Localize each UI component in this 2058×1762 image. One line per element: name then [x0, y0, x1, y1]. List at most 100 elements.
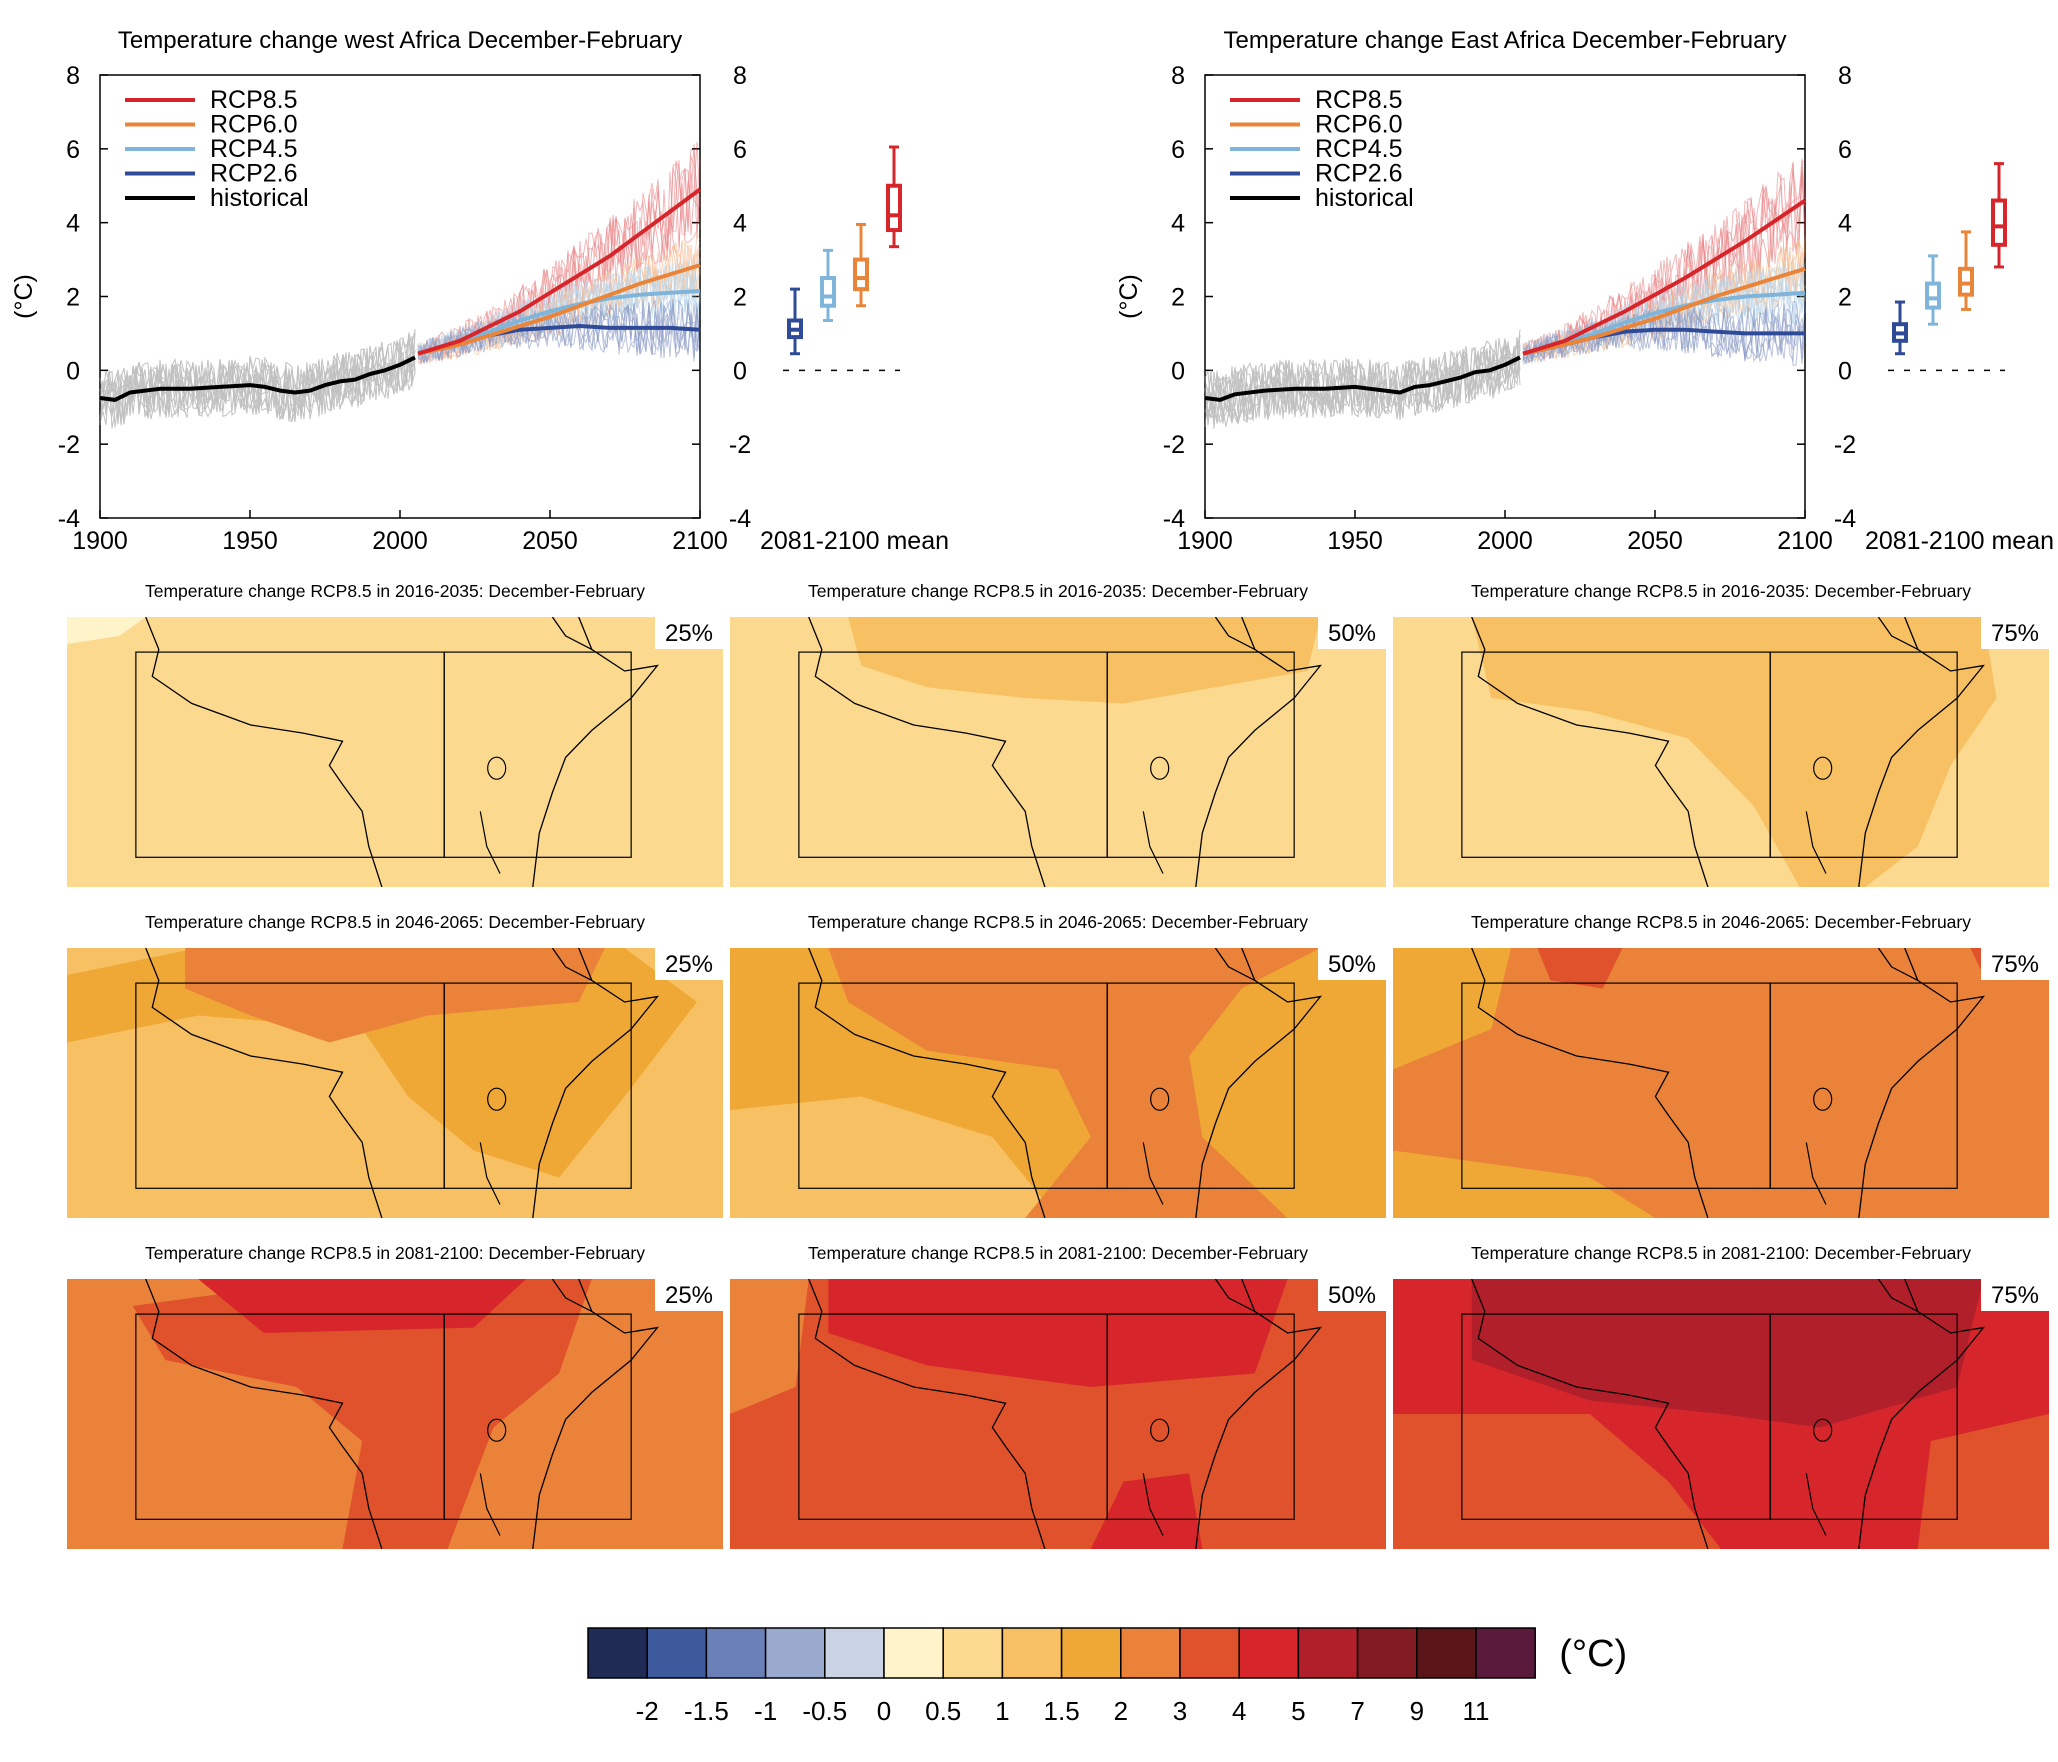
- percentile-tag-bg: [1318, 944, 1386, 980]
- y-tick-label-right: 6: [1838, 136, 1852, 164]
- colorbar-tick-label: -0.5: [802, 1696, 847, 1726]
- scenario-member-line: [417, 300, 701, 364]
- map-panel: Temperature change RCP8.5 in 2046-2065: …: [67, 912, 723, 1218]
- map-contour-region: [1090, 1473, 1203, 1549]
- map-title: Temperature change RCP8.5 in 2081-2100: …: [808, 1243, 1308, 1263]
- lake-victoria: [1813, 1418, 1833, 1442]
- scenario-member-line: [417, 163, 701, 363]
- y-tick-label-right: -4: [729, 505, 751, 533]
- percentile-tag-bg: [1318, 1275, 1386, 1311]
- coastline: [551, 1279, 593, 1312]
- y-tick-label: 8: [66, 62, 80, 90]
- colorbar-tick-label: 1.5: [1044, 1696, 1080, 1726]
- y-tick-label-right: 0: [1838, 357, 1852, 385]
- colorbar-swatch: [1297, 1627, 1359, 1679]
- colorbar-tick-label: 9: [1410, 1696, 1424, 1726]
- y-axis-label: (°C): [1115, 274, 1143, 319]
- colorbar-swatch: [1120, 1627, 1181, 1679]
- scenario-member-line: [1522, 266, 1806, 364]
- y-tick-label-right: 4: [1838, 210, 1852, 238]
- colorbar-swatch: [1475, 1627, 1536, 1679]
- colorbar-swatch: [942, 1627, 1004, 1679]
- lake-victoria: [1813, 756, 1833, 780]
- coastline: [532, 948, 659, 1218]
- box-body: [820, 276, 836, 308]
- east-africa-box: [1769, 1313, 1958, 1520]
- colorbar-tick-label: 7: [1350, 1696, 1364, 1726]
- x-tick-label: 1950: [1327, 527, 1383, 555]
- percentile-label: 25%: [665, 951, 713, 978]
- percentile-tag-bg: [655, 944, 723, 980]
- series-line-rcp60: [417, 263, 701, 356]
- boxes-label: 2081-2100 mean: [760, 527, 949, 555]
- x-tick-label: 2000: [372, 527, 428, 555]
- lake-tanganyika: [1805, 1142, 1827, 1205]
- lake-victoria: [1813, 1087, 1833, 1111]
- east-africa-box: [1769, 651, 1958, 858]
- colorbar-tick-label: -1: [754, 1696, 777, 1726]
- scenario-member-line: [1522, 158, 1806, 360]
- map-contour-region: [1393, 1150, 1656, 1218]
- series-line-historical: [1204, 355, 1521, 402]
- scenario-member-line: [1522, 252, 1806, 363]
- scenario-member-line: [417, 155, 701, 363]
- chart-title: Temperature change west Africa December-…: [118, 27, 682, 54]
- coastline: [1858, 1279, 1985, 1549]
- legend-label: RCP4.5: [210, 135, 298, 163]
- map-title: Temperature change RCP8.5 in 2081-2100: …: [1471, 1243, 1971, 1263]
- lake-tanganyika: [1142, 1473, 1164, 1536]
- scenario-member-line: [417, 243, 701, 361]
- y-axis-label: (°C): [10, 274, 38, 319]
- x-tick-label: 2050: [1627, 527, 1683, 555]
- colorbar-tick-label: 1: [995, 1696, 1009, 1726]
- percentile-tag-bg: [1318, 613, 1386, 649]
- coastline: [1214, 1279, 1256, 1312]
- percentile-tag-bg: [1981, 1275, 2049, 1311]
- lake-victoria: [487, 756, 507, 780]
- legend-label: RCP6.0: [210, 111, 298, 139]
- east-africa-box: [443, 651, 632, 858]
- coastline: [1858, 617, 1985, 887]
- boxplot-rcp26: [1892, 300, 1908, 356]
- coastline: [808, 617, 1046, 887]
- coastline: [1471, 948, 1709, 1218]
- map-title: Temperature change RCP8.5 in 2046-2065: …: [808, 912, 1308, 932]
- scenario-member-line: [417, 141, 701, 364]
- map-field: [1393, 948, 2049, 1218]
- coastline: [145, 948, 383, 1218]
- map-panel: Temperature change RCP8.5 in 2081-2100: …: [67, 1243, 723, 1549]
- percentile-label: 75%: [1991, 1282, 2039, 1309]
- map-contour-region: [1393, 948, 1512, 1070]
- coastline: [551, 948, 593, 981]
- map-field: [67, 617, 723, 887]
- map-panel: Temperature change RCP8.5 in 2081-2100: …: [1393, 1243, 2049, 1549]
- series-line-rcp60: [1522, 266, 1806, 356]
- east-africa-box: [443, 982, 632, 1189]
- box-body: [1925, 281, 1941, 310]
- y-tick-label: 4: [1171, 210, 1185, 238]
- lake-victoria: [1150, 1418, 1170, 1442]
- west-africa-timeseries-panel: Temperature change west Africa December-…: [10, 27, 949, 555]
- chart-title: Temperature change East Africa December-…: [1224, 27, 1787, 54]
- map-contour-region: [67, 617, 146, 644]
- map-panel: Temperature change RCP8.5 in 2016-2035: …: [67, 581, 723, 887]
- map-title: Temperature change RCP8.5 in 2016-2035: …: [145, 581, 645, 601]
- percentile-label: 75%: [1991, 620, 2039, 647]
- map-contour-region: [848, 617, 1321, 704]
- scenario-member-line: [1522, 170, 1806, 362]
- y-tick-label-right: -4: [1834, 505, 1856, 533]
- colorbar-tick-label: -1.5: [684, 1696, 729, 1726]
- scenario-member-line: [417, 301, 701, 361]
- y-tick-label-right: 0: [733, 357, 747, 385]
- boxplot-rcp60: [1958, 230, 1974, 311]
- colorbar-swatch: [1238, 1627, 1300, 1679]
- x-tick-label: 2050: [522, 527, 578, 555]
- y-tick-label: 2: [66, 284, 80, 312]
- y-tick-label-right: -2: [729, 431, 751, 459]
- lake-tanganyika: [1805, 1473, 1827, 1536]
- y-tick-label-right: 8: [1838, 62, 1852, 90]
- lake-victoria: [487, 1418, 507, 1442]
- map-title: Temperature change RCP8.5 in 2046-2065: …: [145, 912, 645, 932]
